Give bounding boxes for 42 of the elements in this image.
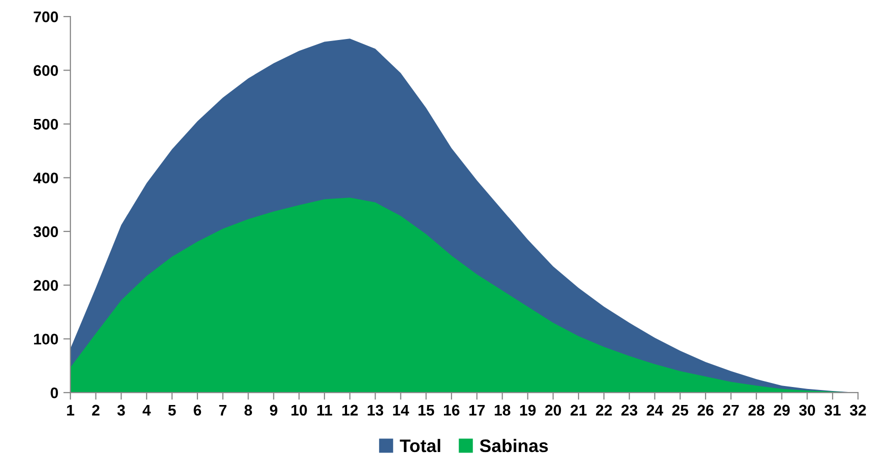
x-tick-label: 13 (368, 404, 384, 416)
y-tick-label: 600 (34, 65, 58, 76)
legend-label: Sabinas (480, 438, 548, 452)
x-tick-label: 26 (698, 404, 714, 416)
y-tick-label: 100 (34, 334, 58, 345)
x-tick-label: 7 (219, 404, 226, 416)
x-tick-label: 9 (270, 404, 278, 416)
x-tick-label: 4 (142, 404, 151, 416)
x-tick-label: 22 (596, 404, 612, 416)
y-tick-label: 400 (33, 172, 58, 184)
x-tick-label: 10 (292, 404, 307, 416)
x-tick-label: 14 (393, 404, 410, 416)
y-tick-label: 0 (50, 387, 58, 398)
x-tick-label: 6 (194, 404, 202, 416)
x-tick-label: 20 (545, 404, 561, 416)
y-tick-label: 300 (33, 226, 58, 238)
x-tick-label: 12 (342, 404, 358, 416)
x-tick-label: 31 (824, 404, 841, 416)
x-tick-label: 28 (748, 404, 764, 416)
x-tick-label: 21 (570, 404, 587, 416)
x-tick-label: 11 (317, 404, 332, 416)
x-tick-label: 2 (92, 404, 100, 416)
y-tick-label: 500 (34, 118, 58, 130)
x-tick-label: 15 (418, 404, 434, 416)
x-tick-label: 1 (67, 404, 74, 416)
x-tick-label: 29 (774, 404, 790, 416)
x-tick-label: 32 (850, 404, 866, 416)
x-tick-label: 3 (117, 404, 125, 416)
x-tick-label: 8 (244, 404, 252, 416)
x-tick-label: 16 (444, 404, 460, 416)
y-tick-label: 700 (34, 11, 58, 22)
x-tick-label: 27 (723, 404, 739, 416)
legend-label: Total (400, 438, 440, 452)
x-tick-label: 18 (494, 404, 510, 416)
y-tick-label: 200 (34, 280, 58, 291)
x-tick-label: 17 (469, 404, 485, 416)
x-tick-label: 23 (621, 404, 638, 416)
x-tick-label: 19 (520, 404, 536, 416)
x-tick-label: 25 (672, 404, 688, 416)
x-tick-label: 5 (168, 404, 176, 416)
x-tick-label: 24 (646, 404, 664, 416)
x-tick-label: 30 (799, 404, 816, 416)
